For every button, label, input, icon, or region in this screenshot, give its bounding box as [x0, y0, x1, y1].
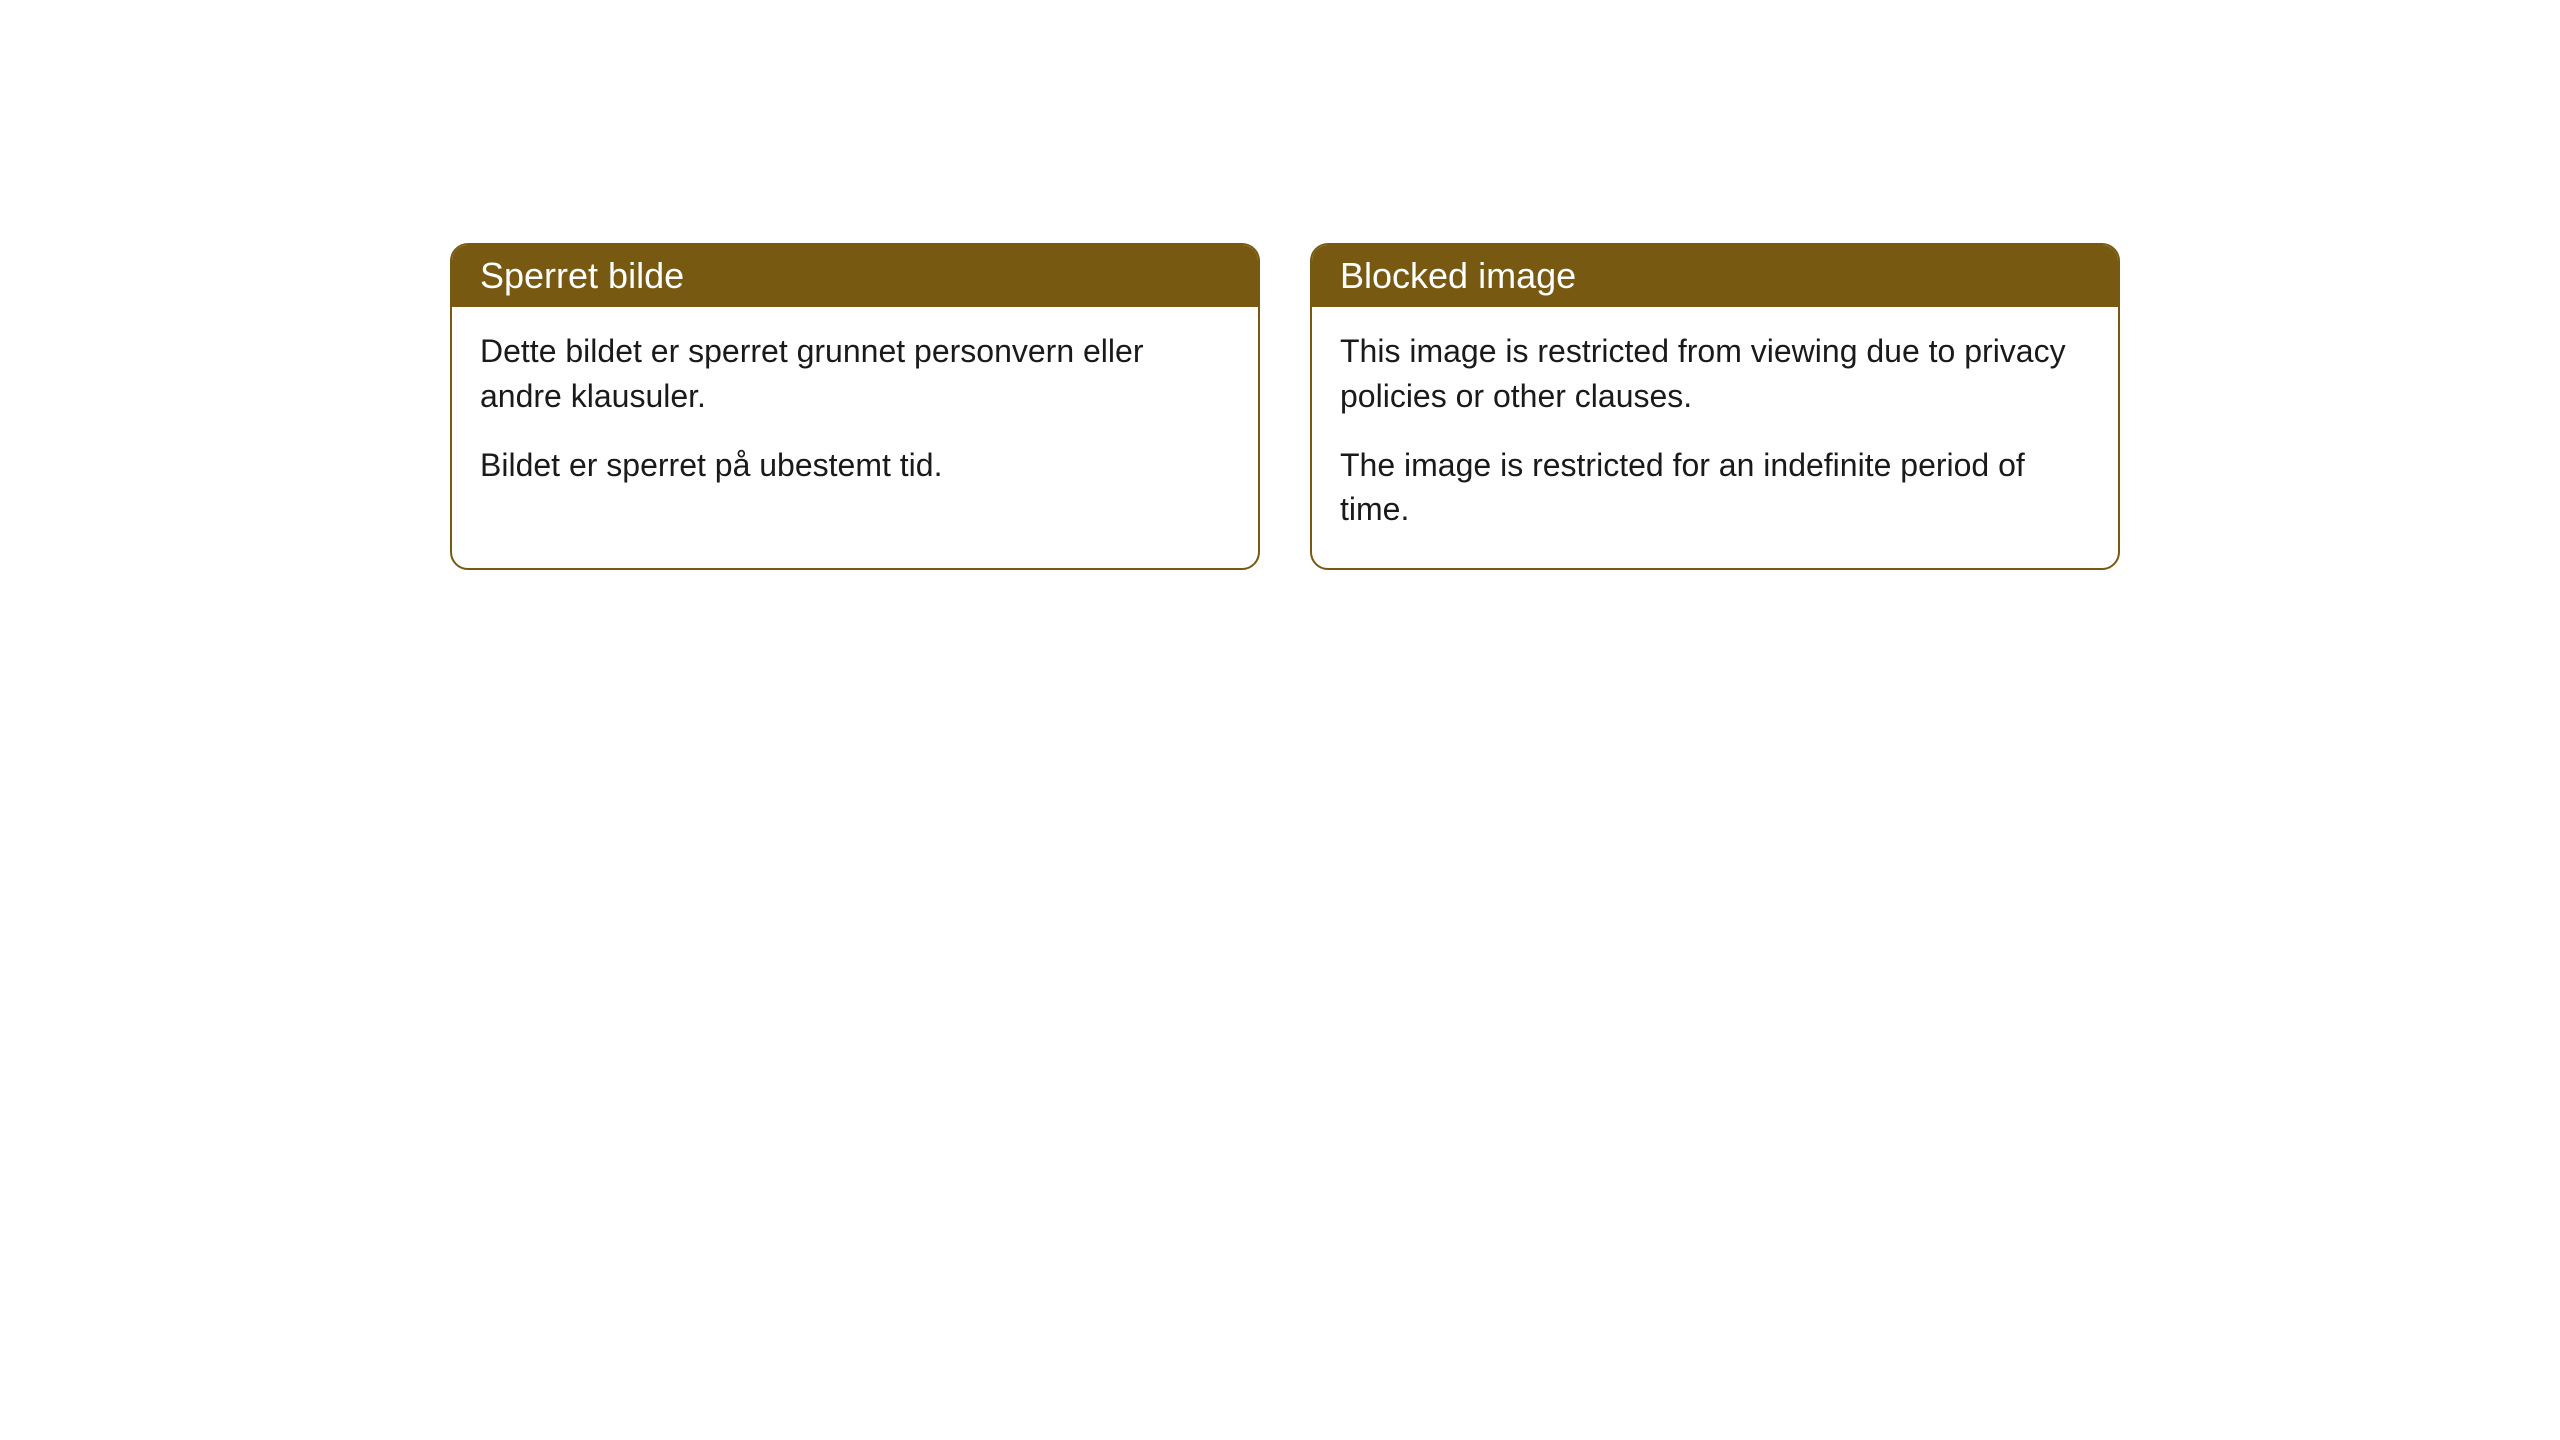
card-paragraph: The image is restricted for an indefinit… — [1340, 443, 2090, 533]
notice-cards-container: Sperret bilde Dette bildet er sperret gr… — [450, 243, 2120, 570]
blocked-image-card-norwegian: Sperret bilde Dette bildet er sperret gr… — [450, 243, 1260, 570]
card-title: Blocked image — [1340, 255, 1576, 296]
blocked-image-card-english: Blocked image This image is restricted f… — [1310, 243, 2120, 570]
card-title: Sperret bilde — [480, 255, 684, 296]
card-paragraph: This image is restricted from viewing du… — [1340, 329, 2090, 419]
card-body: This image is restricted from viewing du… — [1312, 307, 2118, 568]
card-paragraph: Bildet er sperret på ubestemt tid. — [480, 443, 1230, 488]
card-header: Sperret bilde — [452, 245, 1258, 307]
card-paragraph: Dette bildet er sperret grunnet personve… — [480, 329, 1230, 419]
card-body: Dette bildet er sperret grunnet personve… — [452, 307, 1258, 523]
card-header: Blocked image — [1312, 245, 2118, 307]
